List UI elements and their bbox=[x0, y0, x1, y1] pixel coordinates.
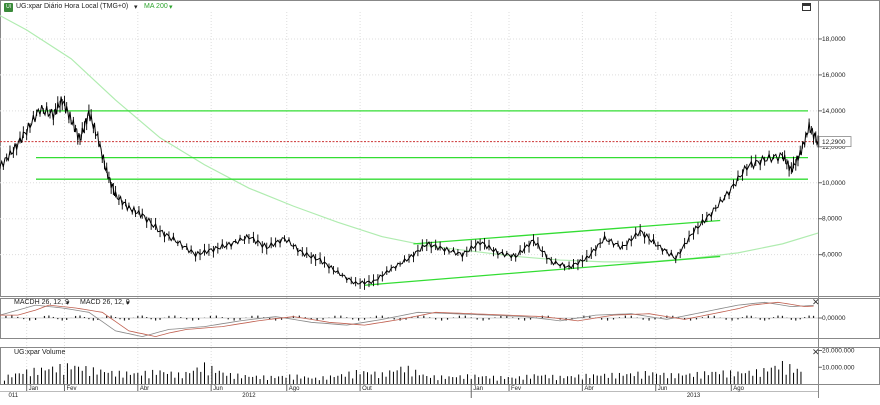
macd-signal-line bbox=[0, 301, 814, 338]
y-tick-label: 8,0000 bbox=[822, 216, 842, 223]
x-month-tick-label: Abr bbox=[584, 386, 593, 392]
y-tick-label: 18,0000 bbox=[822, 36, 846, 43]
y-tick-label: 10,0000 bbox=[822, 180, 846, 187]
x-month-tick-label: Jun bbox=[213, 386, 223, 392]
y-tick-label: 16,0000 bbox=[822, 72, 846, 79]
macd-line bbox=[0, 301, 814, 338]
macd-label[interactable]: MACD 26, 12, 9 bbox=[80, 299, 130, 306]
panel-frame-2 bbox=[0, 347, 880, 385]
x-month-tick-label: Abr bbox=[140, 386, 149, 392]
macdh-label[interactable]: MACDH 26, 12, 9 bbox=[14, 299, 69, 306]
x-year-tick-label: 011 bbox=[9, 393, 19, 399]
x-month-tick-label: Out bbox=[362, 386, 372, 392]
volume-panel-close-icon[interactable]: ✕ bbox=[812, 347, 820, 357]
x-month-tick-label: Fev bbox=[66, 386, 76, 392]
x-month-tick-label: Ago bbox=[733, 386, 744, 392]
x-year-tick-label: 2012 bbox=[242, 393, 256, 399]
x-month-tick-label: Jun bbox=[658, 386, 668, 392]
x-year-tick-label: 2013 bbox=[687, 393, 701, 399]
macd-y-tick-label: 0,00000 bbox=[822, 315, 846, 322]
last-price-label: 12,2900 bbox=[822, 139, 846, 146]
ma-200-line bbox=[0, 15, 819, 263]
macd-dropdown-icon[interactable]: ▾ bbox=[126, 300, 130, 307]
volume-y-tick-label: 10.000.000 bbox=[822, 364, 855, 371]
y-tick-label: 6,0000 bbox=[822, 252, 842, 259]
ma-label[interactable]: MA 200 bbox=[144, 3, 168, 10]
macd-panel-close-icon[interactable]: ✕ bbox=[812, 297, 820, 307]
x-month-tick-label: Ago bbox=[289, 386, 300, 392]
ma-dropdown-icon[interactable]: ▾ bbox=[169, 4, 173, 11]
x-month-tick-label: Jan bbox=[29, 386, 39, 392]
symbol-dropdown-icon[interactable]: ▾ bbox=[134, 4, 138, 11]
last-price-box bbox=[818, 136, 852, 147]
macdh-dropdown-icon[interactable]: ▾ bbox=[66, 300, 70, 307]
symbol-label[interactable]: UG:xpar Diário Hora Local (TMG+0) bbox=[16, 3, 129, 10]
trend-channel-lower bbox=[364, 255, 721, 286]
volume-y-tick-label: 20.000.000 bbox=[822, 348, 855, 355]
x-month-tick-label: Jan bbox=[473, 386, 483, 392]
y-tick-label: 14,0000 bbox=[822, 108, 846, 115]
volume-label[interactable]: UG:xpar Volume bbox=[14, 349, 66, 356]
panel-frame-0 bbox=[0, 0, 880, 297]
x-month-tick-label: Fev bbox=[511, 386, 521, 392]
y-tick-label: 12,0000 bbox=[822, 144, 846, 151]
trend-channel-upper bbox=[413, 219, 721, 245]
symbol-icon[interactable]: Ul bbox=[4, 3, 13, 12]
price-panel-maximize-icon[interactable] bbox=[802, 3, 811, 11]
